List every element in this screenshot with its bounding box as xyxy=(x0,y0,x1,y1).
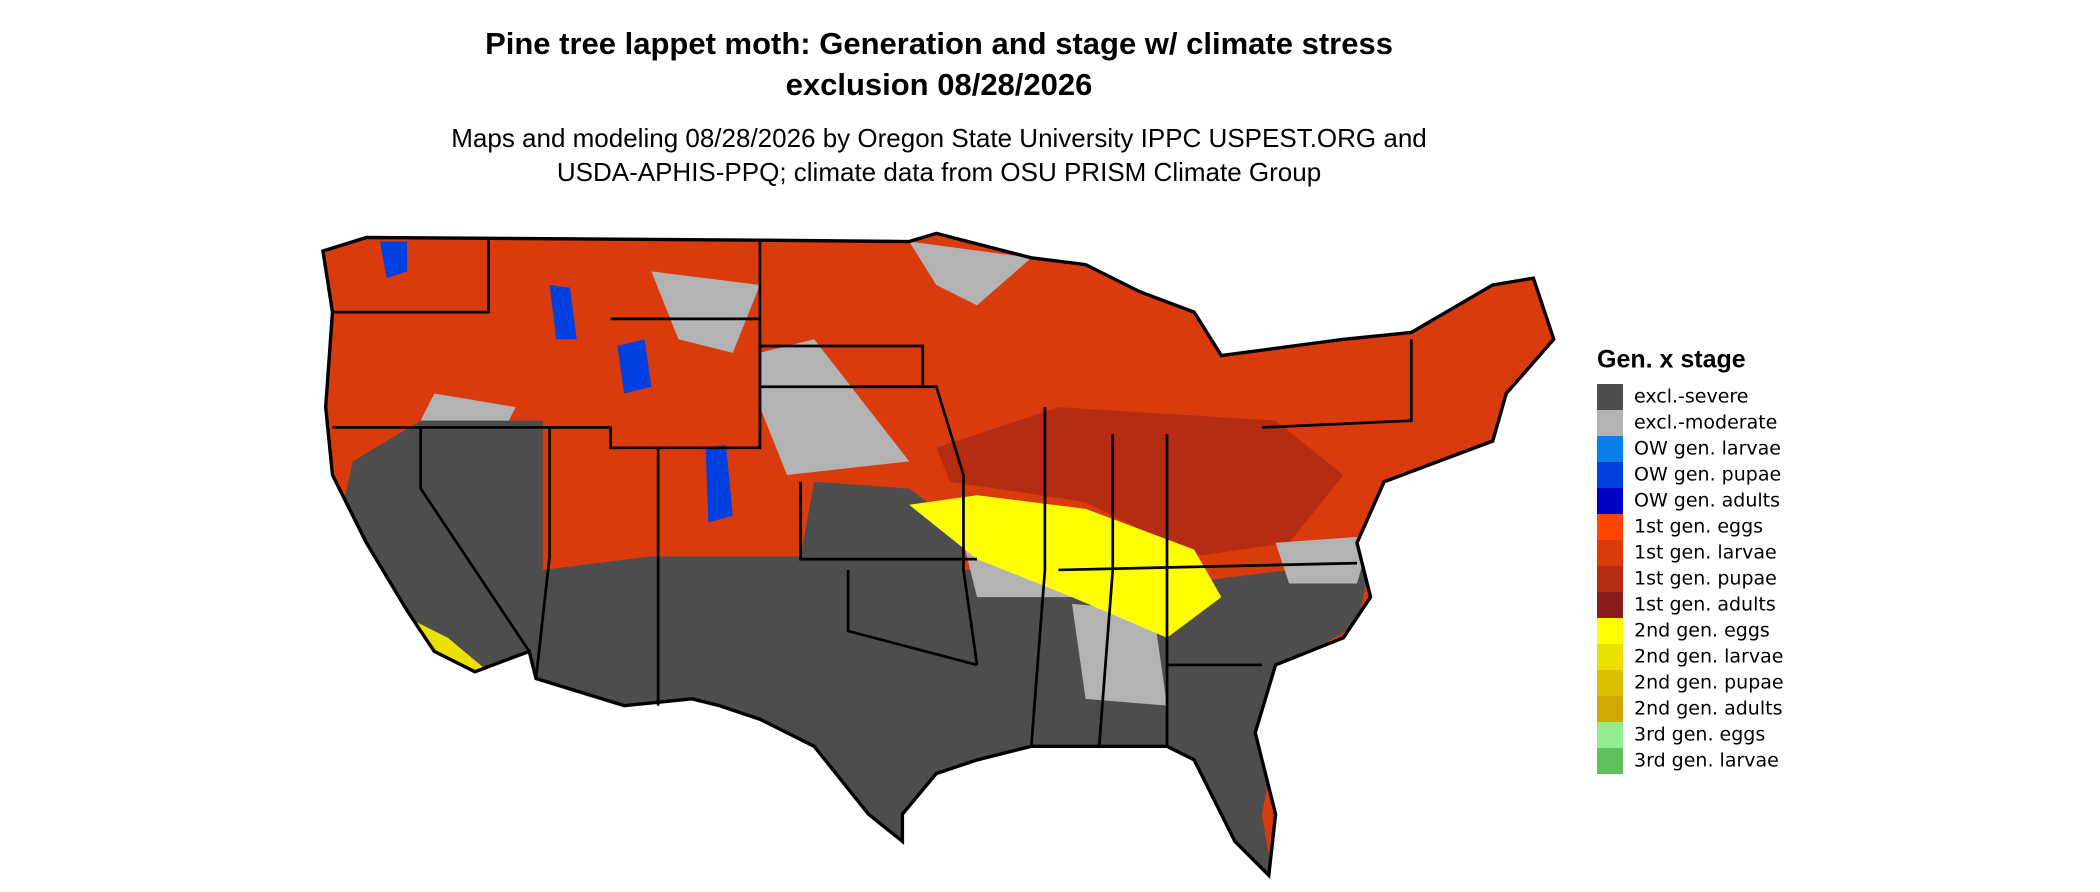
region xyxy=(651,271,760,353)
legend-swatch xyxy=(1597,514,1623,540)
region xyxy=(617,339,652,394)
legend-swatch xyxy=(1597,384,1623,410)
us-map xyxy=(321,231,1556,877)
legend-label: excl.-moderate xyxy=(1634,412,1777,434)
legend-label: 1st gen. pupae xyxy=(1634,568,1777,590)
legend-swatch xyxy=(1597,696,1623,722)
legend-label: 2nd gen. adults xyxy=(1634,698,1782,720)
legend-label: OW gen. pupae xyxy=(1634,464,1781,486)
legend-label: OW gen. adults xyxy=(1634,490,1780,512)
region xyxy=(909,241,1032,306)
legend-label: excl.-severe xyxy=(1634,386,1749,408)
region xyxy=(1275,536,1371,584)
region xyxy=(909,495,1222,638)
region xyxy=(1072,603,1168,706)
legend-label: 3rd gen. eggs xyxy=(1634,724,1765,746)
legend-title: Gen. x stage xyxy=(1597,346,1746,374)
legend-label: 1st gen. larvae xyxy=(1634,542,1777,564)
legend-swatch xyxy=(1597,540,1623,566)
legend-label: 2nd gen. eggs xyxy=(1634,620,1770,642)
region xyxy=(549,284,577,340)
region xyxy=(705,445,733,523)
legend-swatch xyxy=(1597,592,1623,618)
state-borders xyxy=(332,240,1413,747)
legend-label: 2nd gen. pupae xyxy=(1634,672,1784,694)
map-subtitle: Maps and modeling 08/28/2026 by Oregon S… xyxy=(451,123,1427,153)
legend-swatch xyxy=(1597,410,1623,436)
legend-label: 1st gen. eggs xyxy=(1634,516,1763,538)
legend-swatch xyxy=(1597,488,1623,514)
region xyxy=(936,407,1344,557)
legend-label: 1st gen. adults xyxy=(1634,594,1776,616)
legend-swatch xyxy=(1597,436,1623,462)
region xyxy=(379,241,408,279)
legend-swatch xyxy=(1597,722,1623,748)
region xyxy=(759,339,910,475)
map-title: Pine tree lappet moth: Generation and st… xyxy=(485,26,1393,61)
legend-swatch xyxy=(1597,748,1623,774)
legend-swatch xyxy=(1597,462,1623,488)
map-title: exclusion 08/28/2026 xyxy=(786,67,1093,102)
legend-swatch xyxy=(1597,670,1623,696)
legend-swatch xyxy=(1597,644,1623,670)
legend-label: 2nd gen. larvae xyxy=(1634,646,1783,668)
legend-swatch xyxy=(1597,618,1623,644)
legend: excl.-severe excl.-moderate OW gen. larvae… xyxy=(1597,384,1784,774)
legend-swatch xyxy=(1597,566,1623,592)
region xyxy=(407,617,489,679)
legend-label: 3rd gen. larvae xyxy=(1634,750,1779,772)
map-subtitle: USDA-APHIS-PPQ; climate data from OSU PR… xyxy=(557,157,1321,187)
legend-label: OW gen. larvae xyxy=(1634,438,1781,460)
